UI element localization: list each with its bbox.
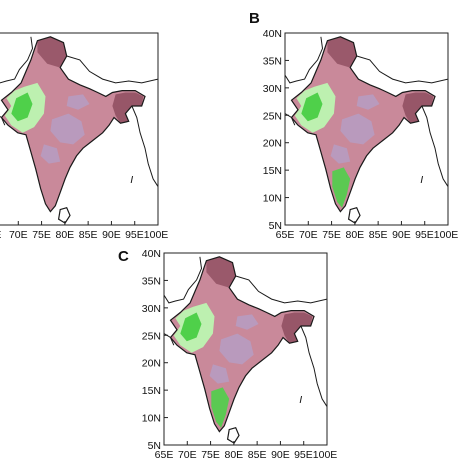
x-tick-label: 95E100E [294,449,337,461]
lavender-region [330,144,351,164]
x-tick-label: 90E [271,449,290,461]
y-tick-label: 35N [142,275,161,287]
x-tick-label: 65E [155,449,174,461]
east-coastline [421,105,448,187]
map-panel-c: I 65E 70E 75E 80E 85E 90E 95E100E 40N 35N 30N 25N 20… [118,248,337,461]
panel-label: B [249,10,260,27]
y-tick-label: 5N [148,440,161,452]
north-border [235,275,327,304]
east-coastline [131,105,158,187]
island-label: I [420,174,423,186]
y-tick-label: 20N [142,358,161,370]
y-tick-label: 10N [263,193,282,205]
west-border [285,36,324,84]
y-tick-label: 30N [263,83,282,95]
coastline [0,116,6,126]
north-border [356,55,448,84]
y-tick-label: 40N [263,28,282,40]
map-frame [163,252,328,446]
x-tick-label: 90E [392,229,411,241]
northeast-region [281,312,313,344]
lavender-region [209,364,230,384]
x-tick-label: 85E [248,449,267,461]
island-label: I [130,174,133,186]
kashmir-region [327,36,357,68]
lavender-region [40,144,61,164]
map-panel-a: I 5E 70E 75E 80E 85E 90E 95E100E [0,32,168,241]
green-northwest-core [11,92,33,122]
lavender-region [219,333,254,365]
kashmir-region [206,256,236,288]
lavender-region [66,94,90,110]
lavender-region [340,113,375,145]
y-tick-label: 15N [263,165,282,177]
x-tick-label: 90E [102,229,121,241]
y-tick-label: 40N [142,248,161,260]
x-tick-label: 75E [201,449,220,461]
kashmir-region [37,36,67,68]
island-label: I [299,394,302,406]
x-tick-label: 70E [299,229,318,241]
green-south [332,167,351,208]
east-coastline [300,325,327,407]
lavender-region [356,94,380,110]
x-tick-label: 75E [32,229,51,241]
x-tick-label: 70E [178,449,197,461]
india-outline [169,256,315,433]
sri-lanka [226,426,240,444]
green-northwest-core [301,92,323,122]
northeast-region [402,92,434,124]
sri-lanka [347,206,361,224]
x-tick-label: 80E [225,449,244,461]
y-tick-label: 25N [263,110,282,122]
panel-label: C [118,248,129,265]
x-tick-label: 80E [56,229,75,241]
india-outline [290,36,436,213]
map-frame [0,32,159,226]
west-border [0,36,34,84]
x-tick-label: 85E [369,229,388,241]
y-tick-label: 20N [263,138,282,150]
y-tick-label: 15N [142,385,161,397]
x-tick-label: 5E [0,229,1,241]
sri-lanka [57,206,71,224]
y-tick-label: 30N [142,303,161,315]
y-tick-label: 35N [263,55,282,67]
x-tick-label: 65E [276,229,295,241]
x-tick-label: 85E [79,229,98,241]
green-south [211,387,230,428]
lavender-region [235,314,259,330]
x-tick-label: 80E [346,229,365,241]
y-tick-label: 25N [142,330,161,342]
map-frame [284,32,449,226]
india-outline [0,36,146,213]
green-northwest-core [180,312,202,342]
lavender-region [50,113,85,145]
x-tick-label: 70E [9,229,28,241]
y-tick-label: 5N [269,220,282,232]
y-tick-label: 10N [142,413,161,425]
x-tick-label: 95E100E [415,229,458,241]
map-panel-b: I 65E 70E 75E 80E 85E 90E 95E100E 40N 35N 30N 25N 20… [249,10,458,241]
northeast-region [112,92,144,124]
north-border [66,55,158,84]
west-border [164,256,203,304]
x-tick-label: 95E100E [125,229,168,241]
x-tick-label: 75E [322,229,341,241]
